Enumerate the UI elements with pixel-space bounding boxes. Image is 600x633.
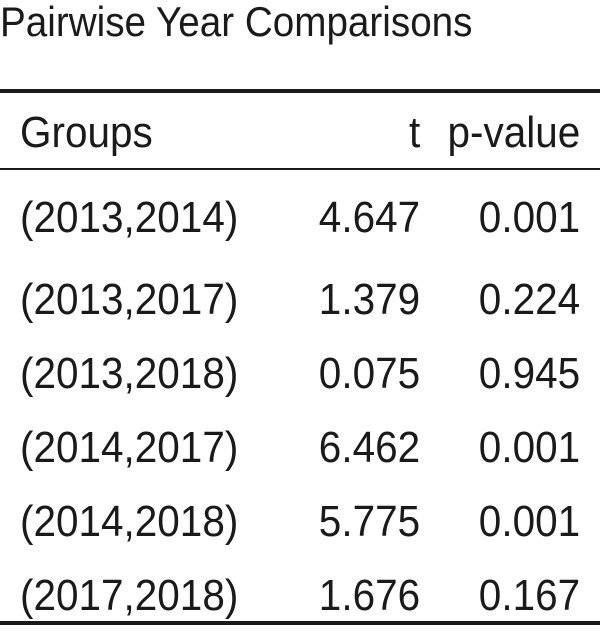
cell-p-value: 0.001 — [478, 497, 580, 546]
cell-groups: (2013,2017) — [20, 275, 239, 324]
cell-t: 0.075 — [318, 349, 420, 398]
header-groups: Groups — [20, 108, 153, 157]
page-title: Pairwise Year Comparisons — [0, 0, 473, 45]
cell-t: 1.676 — [318, 571, 420, 620]
table-top-rule — [0, 89, 600, 93]
table-header-row: Groups t p-value — [0, 93, 600, 173]
cell-groups: (2013,2014) — [20, 193, 239, 242]
table-row: (2013,2018) 0.075 0.945 — [0, 337, 600, 411]
comparison-table: Groups t p-value (2013,2014) 4.647 0.001… — [0, 93, 600, 633]
cell-t: 5.775 — [318, 497, 420, 546]
table-row: (2017,2018) 1.676 0.167 — [0, 559, 600, 633]
header-t: t — [408, 108, 420, 157]
cell-p-value: 0.167 — [478, 571, 580, 620]
cell-groups: (2014,2017) — [20, 423, 239, 472]
cell-p-value: 0.001 — [478, 193, 580, 242]
table-row: (2013,2017) 1.379 0.224 — [0, 263, 600, 337]
cell-t: 4.647 — [318, 193, 420, 242]
table-header-rule — [0, 168, 600, 170]
cell-t: 6.462 — [318, 423, 420, 472]
table-row: (2014,2018) 5.775 0.001 — [0, 485, 600, 559]
cell-p-value: 0.945 — [478, 349, 580, 398]
cell-groups: (2017,2018) — [20, 571, 239, 620]
cell-p-value: 0.224 — [478, 275, 580, 324]
cell-p-value: 0.001 — [478, 423, 580, 472]
header-p-value: p-value — [447, 108, 580, 157]
cell-groups: (2014,2018) — [20, 497, 239, 546]
table-bottom-rule — [0, 621, 600, 625]
table-row: (2014,2017) 6.462 0.001 — [0, 411, 600, 485]
table-row: (2013,2014) 4.647 0.001 — [0, 173, 600, 263]
cell-groups: (2013,2018) — [20, 349, 239, 398]
cell-t: 1.379 — [318, 275, 420, 324]
